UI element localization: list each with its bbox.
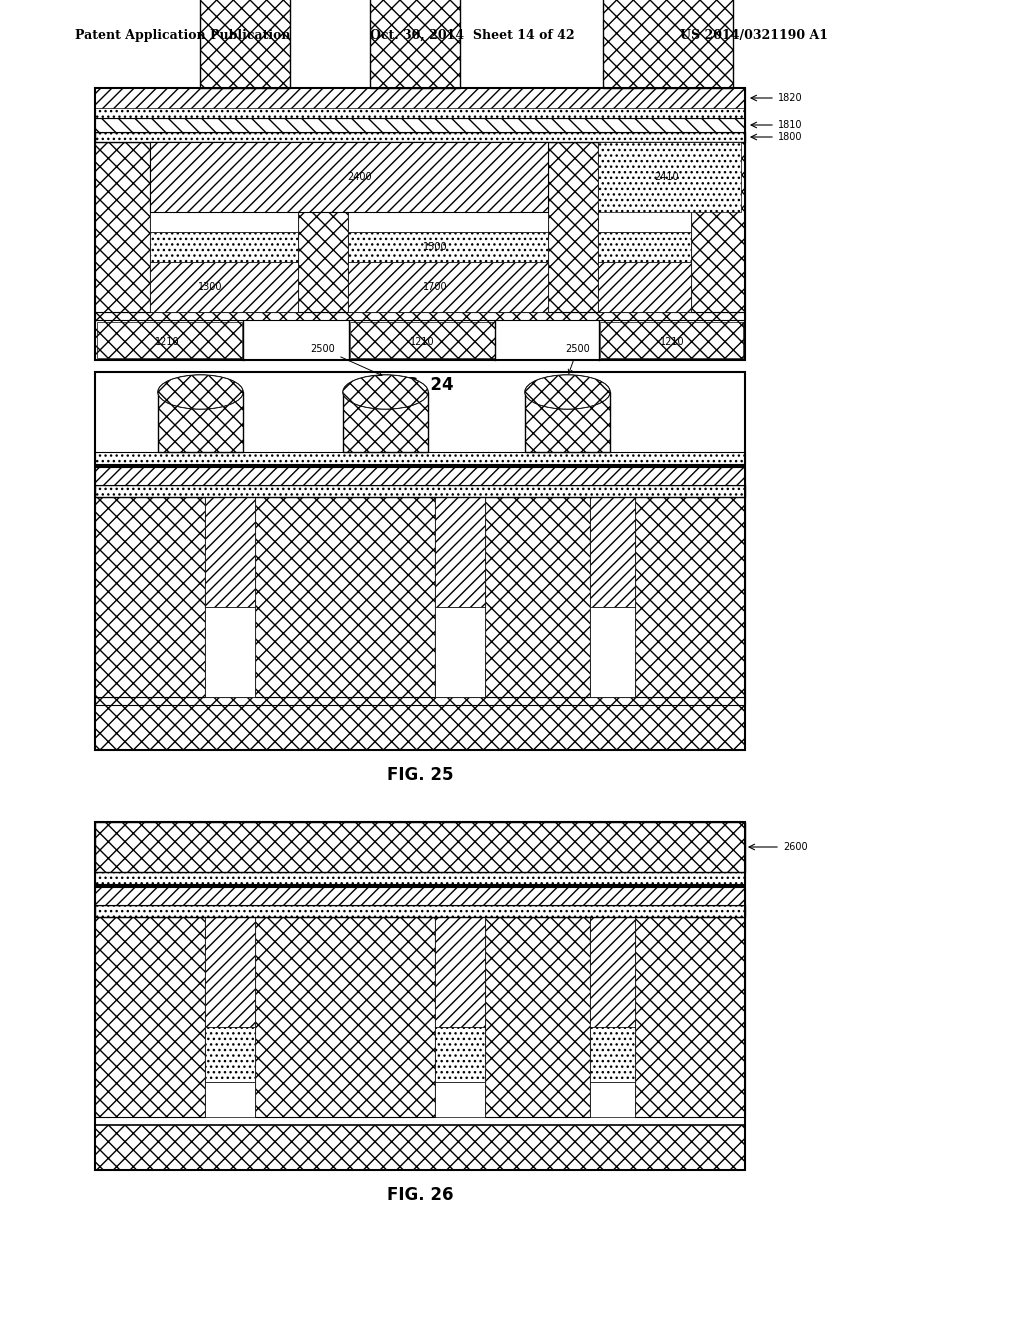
Text: 1300: 1300 [198,282,222,292]
Bar [598,143,691,232]
Bar [95,312,745,319]
Text: Oct. 30, 2014  Sheet 14 of 42: Oct. 30, 2014 Sheet 14 of 42 [370,29,574,41]
Bar [598,261,691,312]
Bar [158,392,243,451]
Bar [205,498,255,607]
Bar [205,1027,255,1082]
Text: 2500: 2500 [310,345,382,376]
Bar [95,117,745,132]
Bar [603,0,733,88]
Bar [485,917,590,1117]
Bar [598,143,741,213]
Text: FIG. 24: FIG. 24 [387,376,454,393]
Bar [525,392,610,451]
Bar [590,498,635,607]
Bar [496,319,599,360]
Bar [255,498,435,697]
Bar [205,607,255,663]
Bar [95,697,745,705]
Bar [635,498,745,697]
Text: 2600: 2600 [783,842,808,851]
Bar [435,498,485,607]
Text: FIG. 26: FIG. 26 [387,1185,454,1204]
Bar [348,261,548,312]
Bar [95,88,745,117]
Bar [600,322,743,358]
Text: US 2014/0321190 A1: US 2014/0321190 A1 [680,29,828,41]
Bar [95,319,745,360]
Bar [298,143,348,312]
Bar [95,132,745,143]
Bar [95,1125,745,1170]
Text: 2400: 2400 [348,172,373,182]
Bar [150,143,298,232]
Bar [348,232,548,261]
Bar [435,1027,485,1082]
Bar [95,822,745,873]
Text: 1210: 1210 [410,337,434,347]
Ellipse shape [525,375,610,409]
Bar [205,1082,255,1117]
Bar [343,392,428,451]
Bar [95,822,745,1170]
Bar [95,887,745,906]
Bar [691,143,745,312]
Bar [95,917,205,1117]
Text: 1210: 1210 [155,337,179,347]
Bar [150,261,298,312]
Bar [350,322,495,358]
Bar [590,1082,635,1117]
Text: 1210: 1210 [659,337,684,347]
Bar [435,917,485,1027]
Bar [95,484,745,498]
Bar [635,917,745,1117]
Text: 1500: 1500 [423,242,447,252]
Text: 2410: 2410 [654,172,679,182]
Bar [95,372,745,750]
Text: FIG. 25: FIG. 25 [387,766,454,784]
Bar [348,143,548,232]
Bar [370,0,460,88]
Text: 1820: 1820 [778,92,803,103]
Bar [435,607,485,663]
Bar [205,607,255,697]
Ellipse shape [158,375,243,409]
Bar [95,498,205,697]
Text: Patent Application Publication: Patent Application Publication [75,29,291,41]
Bar [590,917,635,1027]
Bar [95,467,745,484]
Bar [95,143,150,312]
Bar [95,873,745,884]
Text: 1800: 1800 [778,132,803,143]
Bar [205,917,255,1027]
Bar [590,607,635,697]
Text: 1810: 1810 [778,120,803,129]
Bar [150,232,298,261]
Bar [435,607,485,697]
Bar [485,498,590,697]
Bar [95,705,745,750]
Ellipse shape [343,375,428,409]
Bar [590,1027,635,1082]
Bar [200,0,290,88]
Bar [150,143,548,213]
Ellipse shape [158,375,243,409]
Ellipse shape [343,375,428,409]
Bar [435,1082,485,1117]
Bar [95,88,745,108]
Bar [548,143,598,312]
Bar [590,607,635,663]
Text: 2500: 2500 [565,345,590,374]
Bar [255,917,435,1117]
Ellipse shape [525,375,610,409]
Bar [598,232,691,261]
Text: 1700: 1700 [423,282,447,292]
Bar [97,322,242,358]
Bar [95,465,745,467]
Bar [243,319,349,360]
Bar [95,906,745,917]
Bar [95,451,745,465]
Bar [95,884,745,887]
Bar [95,88,745,360]
